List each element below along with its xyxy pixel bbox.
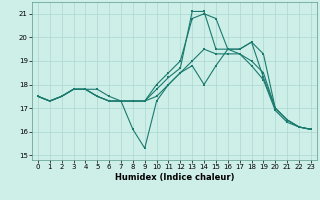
X-axis label: Humidex (Indice chaleur): Humidex (Indice chaleur) [115, 173, 234, 182]
